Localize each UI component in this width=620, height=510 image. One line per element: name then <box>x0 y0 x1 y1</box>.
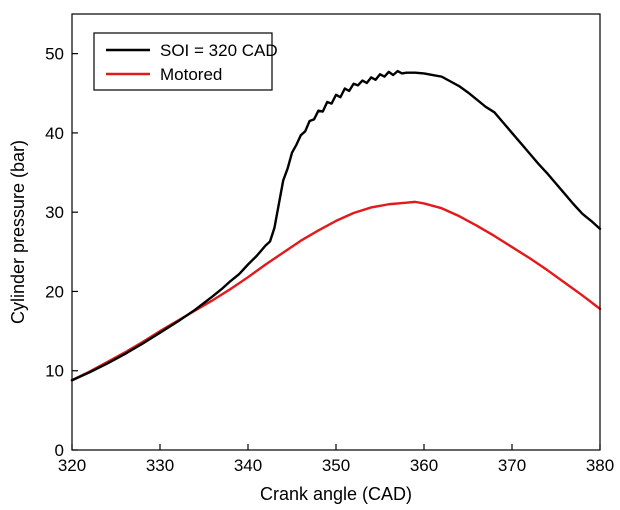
x-tick-label: 360 <box>410 456 438 475</box>
y-tick-label: 0 <box>55 441 64 460</box>
legend-label-motored: Motored <box>160 65 222 84</box>
legend-box <box>93 32 273 91</box>
y-tick-label: 30 <box>45 203 64 222</box>
y-tick-label: 50 <box>45 45 64 64</box>
x-axis-label: Crank angle (CAD) <box>260 484 412 504</box>
x-tick-label: 340 <box>234 456 262 475</box>
series-line-soi-320-cad <box>70 69 602 382</box>
x-tick-label: 380 <box>586 456 614 475</box>
y-tick-label: 20 <box>45 282 64 301</box>
series-line-motored <box>70 200 602 382</box>
y-axis-label: Cylinder pressure (bar) <box>8 140 28 324</box>
x-tick-label: 330 <box>146 456 174 475</box>
y-tick-label: 40 <box>45 124 64 143</box>
plot-layer <box>70 69 602 382</box>
ticks-layer: 320 330 340 350 360 370 380 0 10 20 30 40 50 <box>45 45 614 475</box>
x-tick-label: 350 <box>322 456 350 475</box>
y-tick-label: 10 <box>45 362 64 381</box>
legend-label-soi: SOI = 320 CAD <box>160 41 278 60</box>
x-tick-label: 370 <box>498 456 526 475</box>
x-tick-label: 320 <box>58 456 86 475</box>
legend: SOI = 320 CAD Motored <box>93 32 278 91</box>
